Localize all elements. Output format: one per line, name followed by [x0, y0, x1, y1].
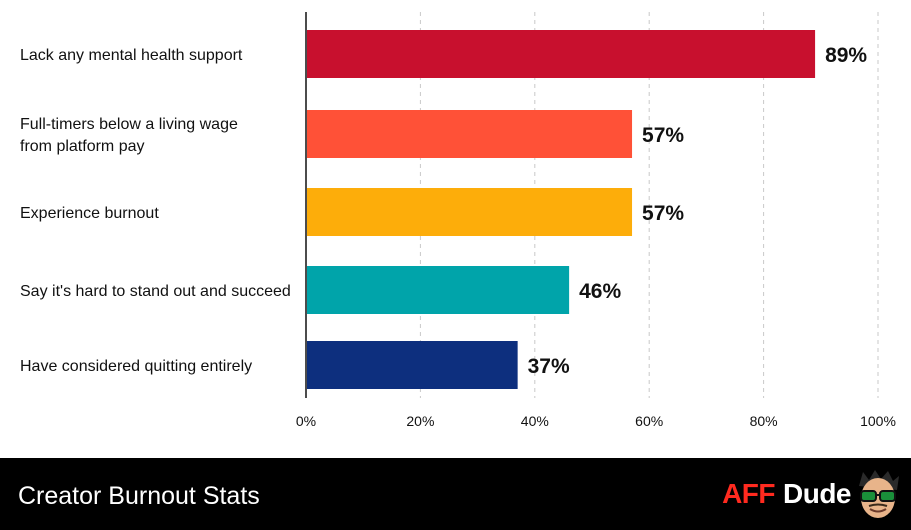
x-tick-label: 20% [406, 413, 434, 429]
value-label: 57% [642, 124, 684, 147]
value-label: 46% [579, 280, 621, 303]
x-tick-label: 80% [750, 413, 778, 429]
mascot-icon [859, 470, 899, 518]
category-label: Full-timers below a living wage [20, 116, 238, 133]
value-label: 57% [642, 202, 684, 225]
category-label: from platform pay [20, 138, 144, 155]
footer-title: Creator Burnout Stats [18, 482, 260, 510]
brand-logo: AFF Dude [722, 478, 851, 510]
bar-chart: 0% 20% 40% 60% 80% 100% 89% Lack any mental hea… [20, 12, 896, 429]
x-tick-label: 100% [860, 413, 896, 429]
bar [307, 266, 570, 314]
chart-panel: 0% 20% 40% 60% 80% 100% 89% Lack any mental hea… [0, 0, 911, 458]
value-label: 37% [528, 355, 570, 378]
bar [307, 30, 816, 78]
x-tick-label: 40% [521, 413, 549, 429]
bar [307, 188, 633, 236]
brand-aff: AFF [722, 478, 775, 509]
category-label: Have considered quitting entirely [20, 358, 252, 375]
category-label: Lack any mental health support [20, 47, 243, 64]
bar [307, 110, 633, 158]
value-label: 89% [825, 44, 867, 67]
footer-bar: Creator Burnout Stats AFF Dude [0, 458, 911, 530]
category-label: Say it's hard to stand out and succeed [20, 283, 291, 300]
bar [307, 341, 518, 389]
category-label: Experience burnout [20, 205, 159, 222]
brand-dude: Dude [783, 478, 852, 509]
x-tick-label: 0% [296, 413, 316, 429]
x-tick-label: 60% [635, 413, 663, 429]
